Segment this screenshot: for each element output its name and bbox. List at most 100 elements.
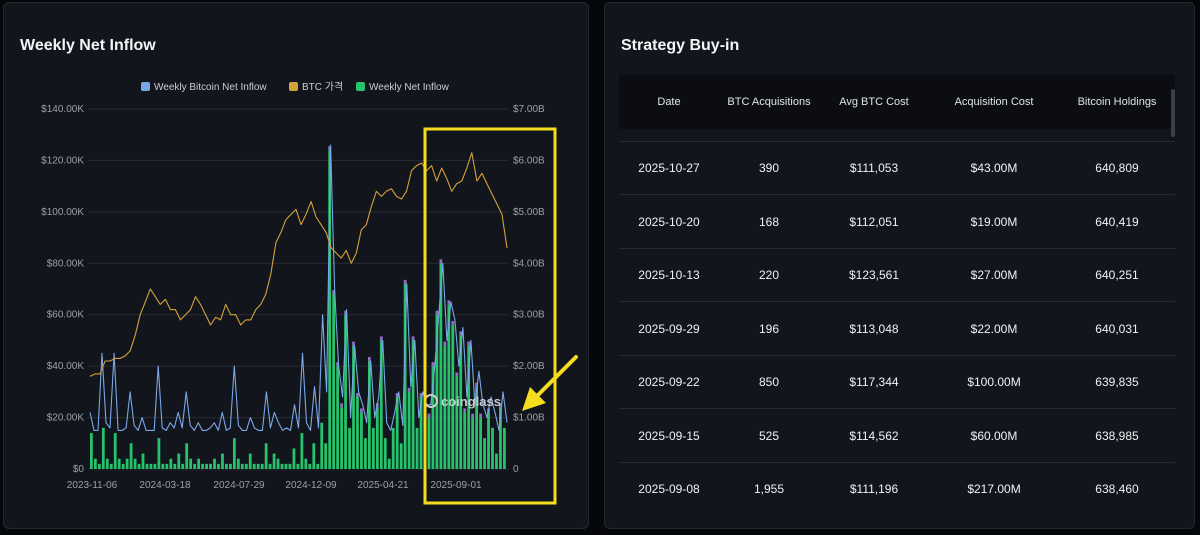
col-avg-btc-cost[interactable]: Avg BTC Cost bbox=[839, 96, 909, 108]
cell-bitcoin-holdings: 638,460 bbox=[1095, 482, 1139, 496]
cell-btc-acquisitions: 525 bbox=[758, 428, 780, 443]
col-btc-acquisitions[interactable]: BTC Acquisitions bbox=[727, 96, 811, 108]
col-bitcoin-holdings[interactable]: Bitcoin Holdings bbox=[1077, 96, 1157, 108]
table-row[interactable]: 2025-10-13 220 $123,561 $27.00M 640,251 bbox=[619, 249, 1175, 302]
net-inflow-bar bbox=[125, 458, 129, 469]
net-inflow-bar bbox=[209, 463, 212, 469]
net-inflow-bar bbox=[387, 458, 391, 469]
cell-bitcoin-holdings: 640,251 bbox=[1095, 268, 1139, 282]
net-inflow-bar bbox=[383, 438, 387, 469]
legend-swatch bbox=[356, 82, 365, 91]
net-inflow-bar bbox=[221, 453, 224, 469]
cell-btc-acquisitions: 850 bbox=[758, 375, 780, 389]
net-inflow-bar-cap bbox=[455, 372, 459, 377]
net-inflow-bar bbox=[264, 443, 268, 469]
net-inflow-bar bbox=[471, 417, 475, 469]
net-inflow-bar bbox=[276, 458, 280, 469]
x-tick-label: 2025-09-01 bbox=[430, 480, 482, 491]
net-inflow-bar bbox=[459, 335, 463, 469]
net-inflow-bar bbox=[153, 463, 157, 469]
net-inflow-bar bbox=[145, 463, 149, 469]
table-row[interactable]: 2025-10-20 168 $112,051 $19.00M 640,419 bbox=[619, 196, 1175, 249]
cell-avg-btc-cost: $111,053 bbox=[849, 161, 899, 175]
table-scrollbar[interactable] bbox=[1171, 89, 1175, 137]
net-inflow-bar bbox=[371, 427, 375, 469]
y-left-tick-label: $80.00K bbox=[47, 258, 85, 269]
cell-acquisition-cost: $27.00M bbox=[970, 268, 1018, 282]
net-inflow-bar-cap bbox=[403, 279, 407, 284]
net-inflow-bar bbox=[304, 458, 308, 469]
y-left-tick-label: $120.00K bbox=[41, 155, 84, 166]
cell-bitcoin-holdings: 640,031 bbox=[1095, 321, 1139, 336]
chart-title: Weekly Net Inflow bbox=[20, 37, 156, 54]
net-inflow-bar bbox=[105, 458, 109, 469]
net-inflow-bar bbox=[399, 443, 403, 469]
weekly-net-inflow-chart: $0 $20.00K $40.00K $60.00K $80.00K $100.00K $1… bbox=[41, 80, 578, 505]
table-row[interactable]: 2025-09-08 1,955 $111,196 $217.00M 638,460 bbox=[619, 463, 1175, 515]
cell-acquisition-cost: $217.00M bbox=[967, 482, 1021, 496]
net-inflow-bar bbox=[268, 463, 272, 469]
net-inflow-bar bbox=[491, 427, 494, 469]
net-inflow-bar bbox=[467, 345, 471, 469]
header-divider bbox=[619, 141, 1175, 142]
cell-btc-acquisitions: 220 bbox=[758, 268, 780, 282]
net-inflow-bar-cap bbox=[459, 331, 463, 336]
y-right-tick-label: $6.00B bbox=[513, 155, 545, 166]
net-inflow-bar-cap bbox=[368, 357, 371, 361]
cell-acquisition-cost: $22.00M bbox=[970, 321, 1018, 336]
net-inflow-bar bbox=[495, 453, 498, 469]
net-inflow-bar bbox=[503, 427, 506, 469]
cell-date: 2025-10-20 bbox=[638, 214, 700, 229]
x-tick-label: 2024-03-18 bbox=[139, 480, 191, 491]
net-inflow-bar bbox=[451, 325, 455, 469]
buy-in-table[interactable]: Date BTC Acquisitions Avg BTC Cost Acqui… bbox=[619, 75, 1175, 515]
net-inflow-bar bbox=[308, 463, 312, 469]
net-inflow-bar-cap bbox=[419, 393, 423, 397]
table-row[interactable]: 2025-09-29 196 $113,048 $22.00M 640,031 bbox=[619, 303, 1175, 356]
col-acquisition-cost[interactable]: Acquisition Cost bbox=[954, 96, 1034, 108]
net-inflow-bar-cap bbox=[336, 362, 340, 367]
net-inflow-bar-cap bbox=[479, 413, 482, 418]
net-inflow-bar bbox=[300, 433, 304, 469]
col-date[interactable]: Date bbox=[657, 96, 681, 108]
watermark: coinglass bbox=[441, 394, 501, 409]
table-row[interactable]: 2025-09-22 850 $117,344 $100.00M 639,835 bbox=[619, 356, 1175, 409]
net-inflow-bar bbox=[193, 463, 197, 469]
net-inflow-bar bbox=[280, 463, 284, 469]
cell-btc-acquisitions: 168 bbox=[758, 214, 780, 229]
net-inflow-bar-cap bbox=[360, 408, 363, 413]
net-inflow-bar bbox=[113, 433, 117, 469]
y-right-tick-label: $3.00B bbox=[513, 310, 545, 321]
cell-bitcoin-holdings: 639,835 bbox=[1095, 375, 1139, 389]
cell-bitcoin-holdings: 640,419 bbox=[1095, 214, 1139, 229]
cell-avg-btc-cost: $123,561 bbox=[848, 268, 900, 282]
cell-avg-btc-cost: $114,562 bbox=[849, 428, 899, 443]
net-inflow-bar bbox=[185, 443, 189, 469]
x-tick-label: 2023-11-06 bbox=[67, 480, 118, 491]
cell-acquisition-cost: $43.00M bbox=[970, 161, 1018, 175]
table-row[interactable]: 2025-10-27 390 $111,053 $43.00M 640,809 bbox=[619, 142, 1175, 195]
net-inflow-bar bbox=[332, 294, 336, 469]
net-inflow-bar-cap bbox=[451, 321, 455, 325]
cell-avg-btc-cost: $111,196 bbox=[849, 482, 899, 496]
net-inflow-bar bbox=[205, 463, 208, 469]
y-right-tick-label: $7.00B bbox=[513, 104, 545, 115]
net-inflow-bar bbox=[336, 366, 340, 469]
weekly-bitcoin-net-inflow-line bbox=[89, 144, 508, 431]
net-inflow-bar bbox=[284, 463, 288, 469]
cell-date: 2025-10-27 bbox=[638, 161, 700, 175]
net-inflow-bar bbox=[316, 463, 320, 469]
cell-avg-btc-cost: $113,048 bbox=[849, 321, 899, 336]
net-inflow-bar bbox=[256, 463, 260, 469]
net-inflow-bar bbox=[260, 463, 264, 469]
cell-btc-acquisitions: 196 bbox=[758, 321, 780, 336]
net-inflow-bar bbox=[252, 463, 256, 469]
net-inflow-bar bbox=[248, 453, 252, 469]
net-inflow-bar bbox=[101, 427, 105, 469]
cell-date: 2025-09-08 bbox=[638, 482, 700, 496]
table-row[interactable]: 2025-09-15 525 $114,562 $60.00M 638,985 bbox=[619, 410, 1175, 463]
net-inflow-bar bbox=[292, 448, 296, 469]
net-inflow-bar bbox=[340, 407, 343, 469]
net-inflow-bar bbox=[431, 366, 435, 469]
legend-label: BTC 가격 bbox=[302, 80, 343, 93]
